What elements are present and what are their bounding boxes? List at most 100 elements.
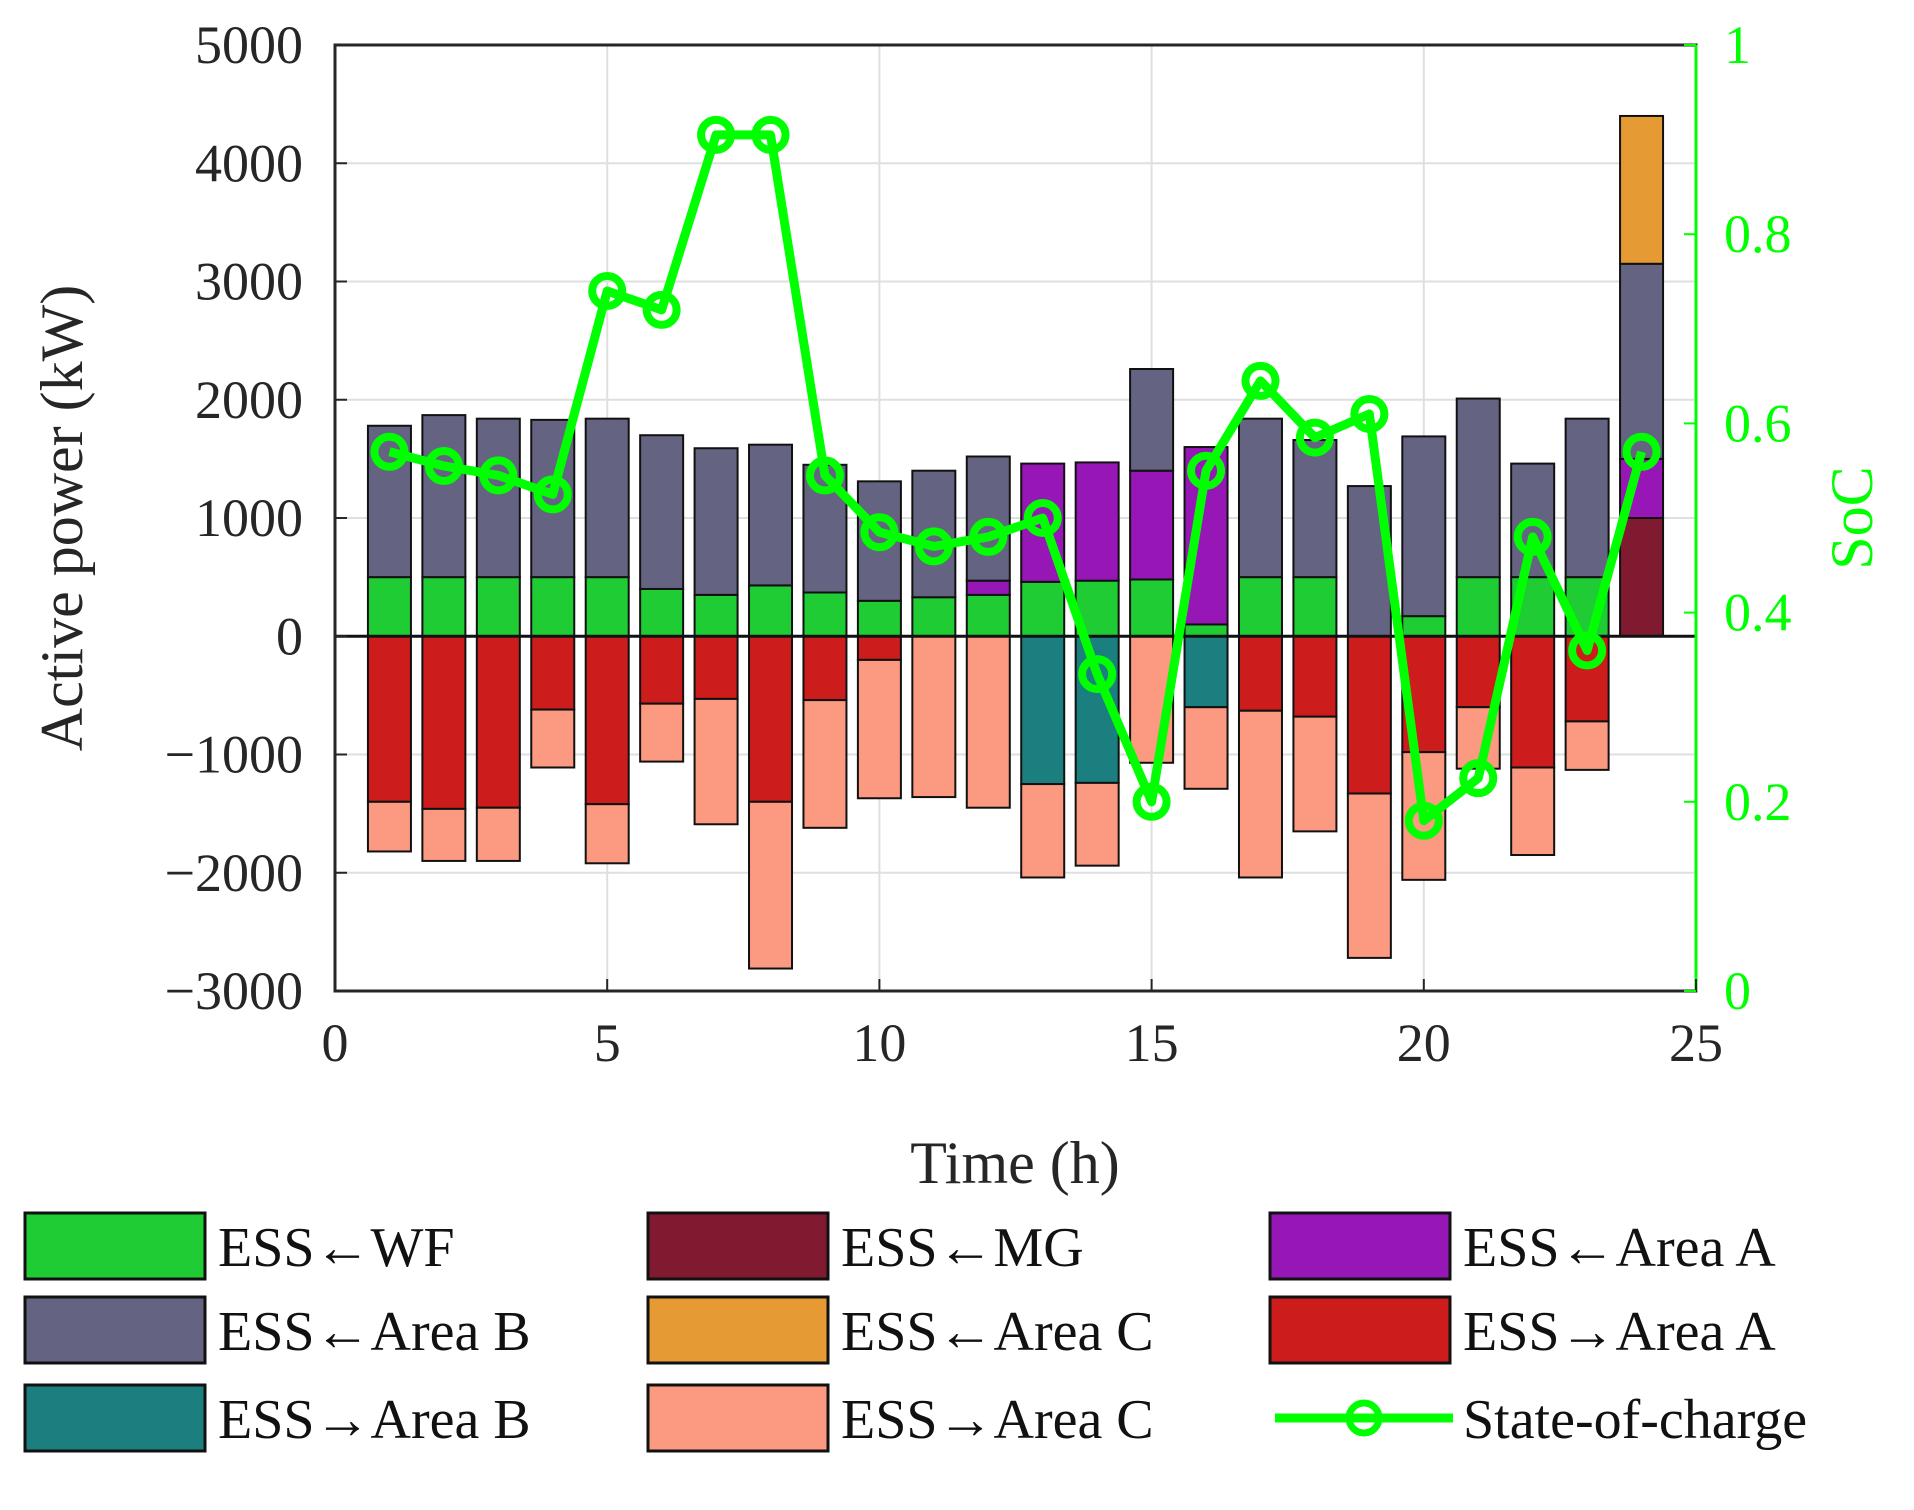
y-tick-label: −2000 [165,843,303,903]
bar-segment [475,806,521,862]
bar-segment [1237,417,1283,579]
bar-segment [530,576,576,638]
bar-segment [1129,368,1175,472]
legend-swatch-marker [1345,1399,1383,1437]
soc-point [1078,655,1117,694]
y2-tick-label: 0.2 [1724,772,1792,832]
legend-swatch [23,1383,207,1453]
legend-label: ESS→Area A [1463,1301,1776,1363]
legend-swatch [23,1295,207,1365]
bar-segment [1237,635,1283,712]
legend-swatch [646,1295,830,1365]
legend-label: ESS←Area A [1463,1217,1776,1279]
bar-segment [911,596,957,638]
y2-axis-label: SoC [1819,466,1885,569]
bar-segment [748,443,794,587]
legend-label: ESS←Area C [841,1301,1154,1363]
soc-point [1404,801,1443,840]
bar-segment [639,434,685,590]
bar-segment [1074,461,1120,582]
bar-segment [693,635,739,700]
bar-segment [1020,635,1066,786]
soc-line [370,115,1661,840]
bar-segment [965,593,1011,638]
y-tick-label: 5000 [195,15,303,75]
x-tick-label: 5 [594,1013,621,1073]
bar-segment [475,576,521,638]
x-tick-label: 25 [1669,1013,1723,1073]
bar-segment [1346,635,1392,795]
bar-segment [366,635,412,803]
legend-label: ESS→Area B [218,1389,531,1451]
soc-point [751,115,790,154]
y-tick-label: 0 [276,606,303,666]
bar-segment [530,635,576,711]
legend-label: ESS←Area B [218,1301,531,1363]
x-tick-label: 15 [1125,1013,1179,1073]
bar-segment [1346,792,1392,959]
soc-point [805,456,844,495]
bar-segment [1237,709,1283,879]
soc-point [860,513,899,552]
bar-segment [1619,114,1665,265]
bar-segment [1401,435,1447,618]
bar-segment [584,635,630,806]
bar-segment [584,803,630,865]
legend-swatch [646,1211,830,1281]
bar-segment [1129,578,1175,638]
bar-segment [639,635,685,705]
bar-segment [1292,635,1338,718]
bar-segment [748,584,794,638]
bar-segment [802,699,848,829]
bar-segment [475,635,521,809]
bar-segment [965,635,1011,809]
soc-point [1568,631,1607,670]
bar-segment [1074,781,1120,867]
soc-point [1622,432,1661,471]
bar-segment [366,800,412,853]
y2-tick-label: 0 [1724,961,1751,1021]
y-tick-label: 1000 [195,488,303,548]
legend-label: ESS←MG [841,1217,1084,1279]
x-ticks: 0 5 10 15 20 25 [322,979,1723,1073]
soc-point [588,271,627,310]
y2-tick-label: 0.4 [1724,583,1792,643]
bar-segment [1183,706,1229,790]
bar-segment [856,658,902,800]
legend-swatch [23,1211,207,1281]
y-tick-label: 4000 [195,133,303,193]
y-tick-label: 2000 [195,370,303,430]
bar-segment [1510,635,1556,769]
bar-segment [911,635,957,799]
soc-point [479,456,518,495]
bar-segment [1619,262,1665,460]
legend-swatch [1268,1211,1452,1281]
bar-segment [1129,469,1175,581]
y-tick-label: −3000 [165,961,303,1021]
soc-point [1241,361,1280,400]
bar-segment [965,579,1011,596]
soc-point [969,517,1008,556]
y-axis-label: Active power (kW) [29,285,95,751]
y2-tick-label: 0.8 [1724,204,1792,264]
bar-segment [1510,766,1556,857]
soc-point [1513,517,1552,556]
bar-segment [1237,576,1283,638]
bar-segment [421,635,467,810]
soc-point [642,290,681,329]
bar-segment [748,635,794,803]
bar-segment [1292,715,1338,833]
y-tick-label: 3000 [195,252,303,312]
y2-ticks: 1 0.8 0.6 0.4 0.2 0 [1684,15,1792,1021]
legend-label: ESS→Area C [841,1389,1154,1451]
y-tick-label: −1000 [165,725,303,785]
bar-segment [584,417,630,579]
soc-point [1187,451,1226,490]
bar-segment [1564,720,1610,771]
soc-point [697,115,736,154]
bar-segment [693,593,739,638]
bars [366,114,1665,970]
y2-tick-label: 0.6 [1724,393,1792,453]
bar-segment [1292,438,1338,579]
x-tick-label: 10 [852,1013,906,1073]
